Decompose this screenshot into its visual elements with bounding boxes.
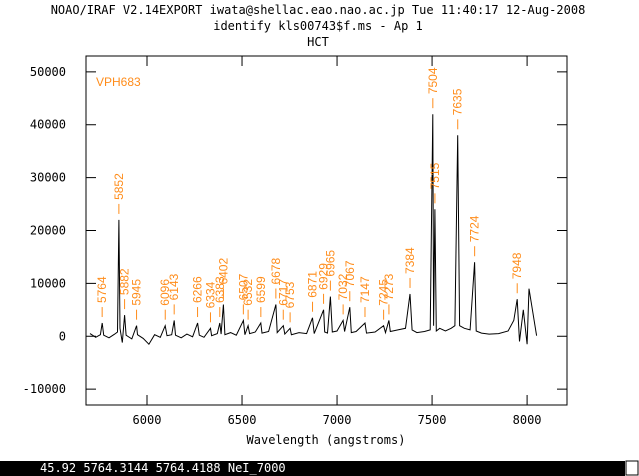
spectrum-line (89, 114, 538, 346)
line-id-label: 6929 (317, 263, 331, 290)
line-id-label: 7635 (451, 88, 465, 115)
x-tick-label: 8000 (513, 413, 542, 427)
annotation-title: VPH683 (96, 75, 141, 89)
line-id-label: 7032 (336, 273, 350, 300)
header-line: NOAO/IRAF V2.14EXPORT iwata@shellac.eao.… (51, 3, 586, 17)
plot-frame (85, 55, 568, 406)
line-id-label: 6678 (269, 258, 283, 285)
y-tick-label: 20000 (30, 224, 66, 238)
line-id-label: 6266 (191, 276, 205, 303)
chart-title: HCT (307, 35, 329, 49)
line-id-label: 7067 (343, 260, 357, 287)
line-id-label: 6599 (254, 276, 268, 303)
line-id-label: 7515 (428, 162, 442, 189)
x-tick-label: 7000 (323, 413, 352, 427)
y-tick-label: -10000 (23, 382, 66, 396)
line-id-label: 6334 (203, 281, 217, 308)
line-id-label: 7948 (510, 252, 524, 279)
x-tick-label: 6500 (228, 413, 257, 427)
line-id-label: 6532 (241, 279, 255, 306)
corner-box (625, 460, 639, 476)
line-id-label: 7245 (377, 279, 391, 306)
y-tick-label: 40000 (30, 118, 66, 132)
line-id-label: 7384 (403, 247, 417, 274)
y-tick-label: 0 (59, 329, 66, 343)
y-tick-label: 50000 (30, 65, 66, 79)
y-tick-label: 10000 (30, 276, 66, 290)
line-id-label: 6753 (283, 281, 297, 308)
line-id-label: 7504 (426, 67, 440, 94)
line-id-label: 6507 (236, 273, 250, 300)
status-bar (0, 461, 625, 476)
line-id-label: 7724 (468, 215, 482, 242)
line-id-label: 7273 (382, 273, 396, 300)
line-id-label: 5852 (112, 173, 126, 200)
x-tick-label: 6000 (133, 413, 162, 427)
x-axis-label: Wavelength (angstroms) (247, 433, 406, 447)
line-id-label: 5945 (130, 279, 144, 306)
line-id-label: 6965 (323, 250, 337, 277)
status-text: 45.92 5764.3144 5764.4188 NeI_7000 (40, 461, 286, 475)
header-line: identify kls00743$f.ms - Ap 1 (213, 19, 423, 33)
y-tick-label: 30000 (30, 171, 66, 185)
line-id-label: 6143 (167, 273, 181, 300)
line-id-label: 7147 (358, 276, 372, 303)
line-id-label: 6871 (306, 271, 320, 298)
line-id-label: 6402 (216, 258, 230, 285)
line-id-label: 5764 (95, 276, 109, 303)
line-id-label: 6717 (276, 279, 290, 306)
x-tick-label: 7500 (418, 413, 447, 427)
line-id-label: 6096 (158, 279, 172, 306)
line-id-label: 5882 (118, 268, 132, 295)
